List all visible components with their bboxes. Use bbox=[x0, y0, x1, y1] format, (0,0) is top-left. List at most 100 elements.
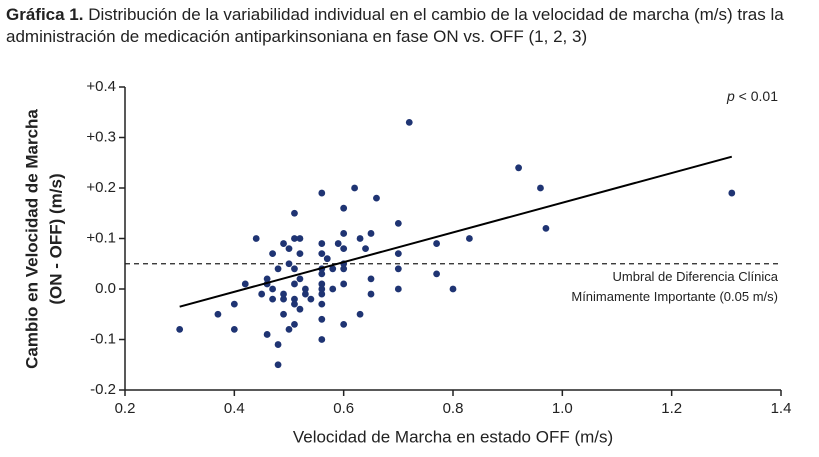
point bbox=[449, 285, 457, 293]
point bbox=[263, 275, 271, 283]
point bbox=[340, 230, 348, 237]
point bbox=[323, 255, 331, 263]
y-tick-label: 0.0 bbox=[95, 280, 116, 297]
point bbox=[291, 265, 298, 273]
point bbox=[280, 290, 287, 298]
point bbox=[340, 280, 348, 288]
point bbox=[356, 235, 364, 242]
point bbox=[269, 295, 276, 303]
point bbox=[280, 240, 287, 247]
point bbox=[367, 290, 375, 298]
point bbox=[296, 305, 304, 313]
annotation-symbol: p bbox=[726, 88, 735, 104]
point bbox=[318, 270, 326, 278]
point bbox=[318, 285, 326, 293]
point bbox=[351, 184, 358, 192]
point bbox=[340, 204, 348, 212]
x-tick-label: 0.8 bbox=[443, 400, 464, 417]
point bbox=[394, 285, 402, 293]
point bbox=[329, 265, 337, 273]
reference-label: Umbral de Diferencia Clínica bbox=[613, 269, 779, 284]
x-tick-label: 1.4 bbox=[771, 400, 792, 417]
point bbox=[214, 310, 222, 318]
point bbox=[280, 295, 287, 303]
title-label: Gráfica 1. bbox=[6, 5, 84, 24]
point bbox=[433, 270, 440, 278]
point bbox=[285, 260, 293, 268]
point bbox=[274, 361, 282, 369]
point bbox=[291, 295, 298, 303]
y-tick-label: +0.1 bbox=[86, 229, 116, 246]
point bbox=[542, 225, 550, 232]
point bbox=[394, 219, 402, 227]
point bbox=[252, 235, 260, 242]
point bbox=[318, 315, 326, 323]
point bbox=[302, 290, 309, 298]
point bbox=[318, 189, 326, 197]
chart-title: Distribución de la variabilidad individu… bbox=[6, 5, 784, 46]
point bbox=[340, 265, 348, 273]
point bbox=[296, 275, 304, 283]
point bbox=[318, 336, 326, 343]
point bbox=[230, 300, 238, 308]
point bbox=[373, 194, 380, 202]
point bbox=[340, 320, 348, 328]
point bbox=[280, 310, 287, 318]
y-tick-label: -0.1 bbox=[90, 330, 116, 347]
point bbox=[433, 240, 440, 247]
point bbox=[230, 326, 238, 333]
point bbox=[318, 290, 326, 298]
x-tick-label: 0.4 bbox=[224, 400, 245, 417]
y-tick-label: +0.4 bbox=[86, 78, 116, 95]
reference-label: Mínimamente Importante (0.05 m/s) bbox=[571, 289, 778, 304]
point bbox=[285, 245, 293, 253]
point bbox=[263, 331, 271, 338]
point bbox=[405, 118, 413, 126]
point bbox=[728, 189, 736, 197]
point bbox=[269, 250, 276, 258]
y-axis-label: (ON - OFF) (m/s) bbox=[46, 173, 65, 304]
point bbox=[258, 290, 266, 298]
point bbox=[307, 295, 315, 303]
point bbox=[362, 245, 369, 253]
y-tick-label: -0.2 bbox=[90, 381, 116, 398]
point bbox=[269, 285, 276, 293]
annotation: p < 0.01 bbox=[726, 88, 778, 104]
point bbox=[291, 320, 298, 328]
trend-line bbox=[179, 155, 733, 308]
point bbox=[176, 326, 184, 333]
point bbox=[285, 326, 293, 333]
point bbox=[291, 235, 298, 242]
point bbox=[291, 280, 298, 288]
point bbox=[334, 240, 342, 247]
point bbox=[302, 285, 309, 293]
point bbox=[367, 275, 375, 283]
x-tick-label: 0.2 bbox=[115, 400, 136, 417]
point bbox=[274, 341, 282, 348]
point bbox=[318, 300, 326, 308]
point bbox=[537, 184, 544, 192]
x-tick-label: 1.0 bbox=[552, 400, 573, 417]
point bbox=[241, 280, 249, 288]
point bbox=[356, 310, 364, 318]
point bbox=[515, 164, 522, 172]
point bbox=[318, 280, 326, 288]
point bbox=[296, 235, 304, 242]
point bbox=[318, 250, 326, 258]
x-axis-label: Velocidad de Marcha en estado OFF (m/s) bbox=[293, 427, 613, 446]
x-tick-label: 0.6 bbox=[333, 400, 354, 417]
point bbox=[296, 250, 304, 258]
point bbox=[291, 300, 298, 308]
y-tick-label: +0.3 bbox=[86, 128, 116, 145]
point bbox=[318, 240, 326, 247]
point bbox=[367, 230, 375, 237]
chart-title-block: Gráfica 1. Distribución de la variabilid… bbox=[6, 4, 814, 48]
point bbox=[394, 250, 402, 258]
point bbox=[274, 265, 282, 273]
point bbox=[340, 245, 348, 253]
x-tick-label: 1.2 bbox=[661, 400, 682, 417]
y-tick-label: +0.2 bbox=[86, 179, 116, 196]
point bbox=[394, 265, 402, 273]
